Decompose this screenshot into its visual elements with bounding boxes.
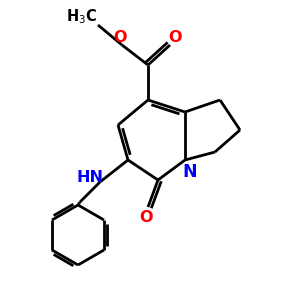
Text: H$_3$C: H$_3$C — [66, 8, 98, 26]
Text: O: O — [113, 29, 127, 44]
Text: O: O — [139, 209, 153, 224]
Text: N: N — [183, 163, 197, 181]
Text: O: O — [168, 29, 182, 44]
Text: HN: HN — [76, 170, 103, 185]
